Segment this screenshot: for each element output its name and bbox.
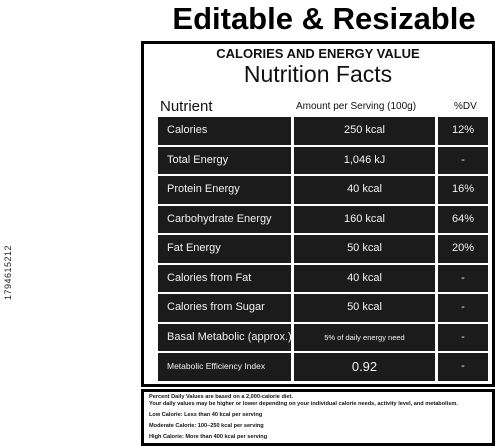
nutrient-table: Calories 250 kcal 12% Total Energy 1,046…	[158, 117, 488, 383]
nutrient-value: 250 kcal	[294, 117, 435, 145]
nutrient-value: 40 kcal	[294, 264, 435, 292]
table-row: Calories from Fat 40 kcal -	[158, 264, 488, 292]
nutrient-dv: 20%	[438, 235, 488, 263]
footnote-individual-needs: Your daily values may be higher or lower…	[149, 401, 458, 407]
nutrient-value: 40 kcal	[294, 176, 435, 204]
table-row: Basal Metabolic (approx.) 5% of daily en…	[158, 323, 488, 351]
stock-sidebar: 1794615212	[0, 0, 22, 446]
nutrient-value: 50 kcal	[294, 235, 435, 263]
nutrient-dv: 12%	[438, 117, 488, 145]
table-row: Fat Energy 50 kcal 20%	[158, 235, 488, 263]
nutrient-name: Calories from Sugar	[158, 294, 291, 322]
nutrient-value: 50 kcal	[294, 294, 435, 322]
nutrient-dv: -	[438, 264, 488, 292]
nutrient-dv: 16%	[438, 176, 488, 204]
nutrient-dv: -	[438, 294, 488, 322]
nutrient-name: Metabolic Efficiency Index	[158, 353, 291, 381]
nutrient-value: 5% of daily energy need	[294, 323, 435, 351]
table-row: Carbohydrate Energy 160 kcal 64%	[158, 205, 488, 233]
footnote-low-calorie: Low Calorie: Less than 40 kcal per servi…	[149, 412, 263, 418]
table-row: Calories 250 kcal 12%	[158, 117, 488, 145]
nutrient-dv: -	[438, 353, 488, 381]
column-header-nutrient: Nutrient	[160, 98, 213, 115]
nutrient-name: Basal Metabolic (approx.)	[158, 323, 292, 351]
nutrient-dv: 64%	[438, 205, 488, 233]
nutrient-name: Total Energy	[158, 146, 291, 174]
footnote-moderate-calorie: Moderate Calorie: 100–250 kcal per servi…	[149, 423, 264, 429]
headline: Editable & Resizable	[172, 1, 476, 36]
nutrient-value: 160 kcal	[294, 205, 435, 233]
column-header-dv: %DV	[454, 101, 477, 112]
nutrition-label: CALORIES AND ENERGY VALUE Nutrition Fact…	[141, 41, 495, 387]
nutrient-value: 1,046 kJ	[294, 146, 435, 174]
footnotes: Percent Daily Values are based on a 2,00…	[141, 389, 495, 446]
table-row: Metabolic Efficiency Index 0.92 -	[158, 353, 488, 381]
nutrient-name: Fat Energy	[158, 235, 291, 263]
column-header-amount: Amount per Serving (100g)	[296, 101, 417, 112]
table-row: Total Energy 1,046 kJ -	[158, 146, 488, 174]
table-row: Protein Energy 40 kcal 16%	[158, 176, 488, 204]
stock-id: 1794615212	[3, 244, 13, 300]
label-title: Nutrition Facts	[243, 61, 393, 87]
nutrient-value: 0.92	[294, 353, 435, 381]
nutrient-dv: -	[438, 323, 488, 351]
footnote-daily-values: Percent Daily Values are based on a 2,00…	[149, 394, 293, 400]
nutrient-name: Protein Energy	[158, 176, 291, 204]
nutrient-name: Calories from Fat	[158, 264, 291, 292]
footnote-high-calorie: High Calorie: More than 400 kcal per ser…	[149, 434, 268, 440]
label-subtitle: CALORIES AND ENERGY VALUE	[216, 46, 420, 61]
table-row: Calories from Sugar 50 kcal -	[158, 294, 488, 322]
nutrient-dv: -	[438, 146, 488, 174]
nutrient-name: Calories	[158, 117, 291, 145]
nutrient-name: Carbohydrate Energy	[158, 205, 291, 233]
